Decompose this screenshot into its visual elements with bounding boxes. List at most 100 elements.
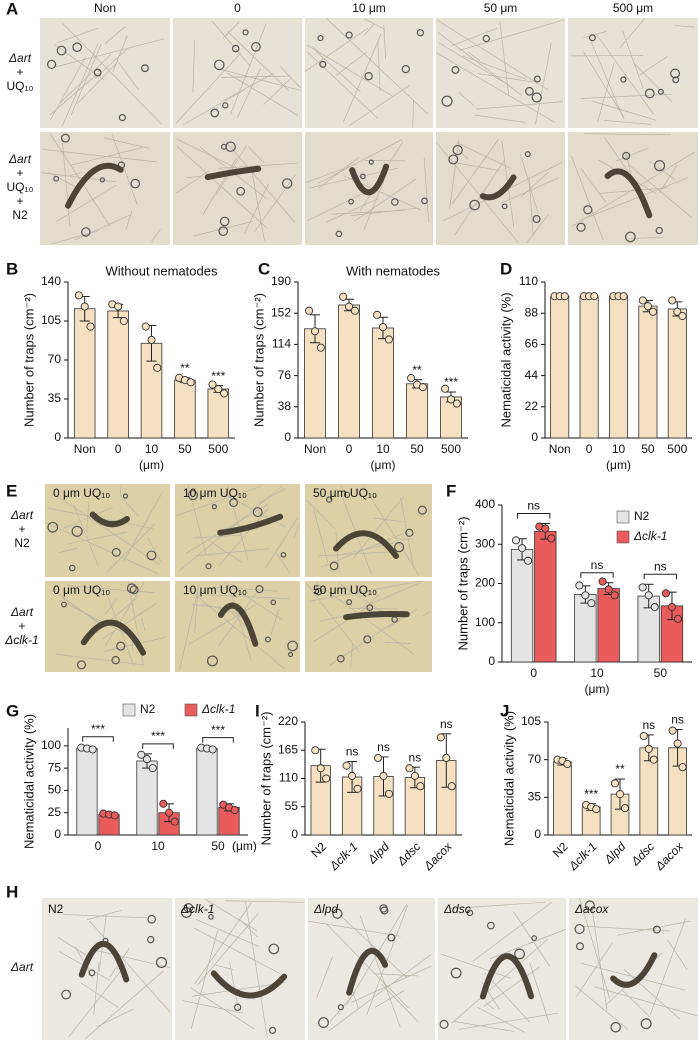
micrograph: [173, 18, 302, 128]
trap: [451, 66, 460, 74]
trap: [466, 909, 474, 917]
fiber: [436, 19, 549, 91]
fiber: [63, 914, 147, 919]
y-tick-label: 0: [284, 430, 291, 444]
data-point: [350, 306, 359, 315]
trap: [47, 521, 59, 533]
fiber: [304, 27, 369, 72]
fiber: [86, 909, 123, 921]
fiber: [61, 43, 99, 127]
fiber: [143, 519, 149, 527]
fiber: [56, 184, 117, 222]
fiber: [193, 927, 281, 975]
significance-bracket: [82, 736, 114, 742]
trap: [417, 505, 427, 515]
trap: [231, 44, 240, 53]
x-tick-label: Δacox: [652, 839, 687, 874]
y-tick-label: 0: [531, 430, 538, 444]
fiber: [112, 35, 128, 72]
fiber: [639, 56, 668, 75]
fiber: [526, 213, 550, 243]
fiber: [59, 54, 112, 104]
y-tick-label: 70: [528, 752, 542, 766]
bar: [107, 310, 129, 439]
fiber: [222, 21, 240, 39]
data-point: [86, 322, 95, 331]
fiber: [575, 985, 629, 1030]
trap: [672, 76, 680, 84]
trap: [208, 914, 214, 920]
fiber: [459, 19, 565, 51]
trap: [533, 75, 541, 83]
fiber: [223, 581, 284, 621]
data-point: [407, 374, 416, 383]
y-tick-label: 190: [271, 274, 291, 288]
fiber: [237, 68, 261, 118]
trap: [588, 34, 596, 42]
fiber: [437, 32, 523, 96]
fiber: [520, 171, 549, 198]
fiber: [454, 159, 505, 236]
trap: [280, 552, 287, 558]
fiber: [305, 499, 336, 530]
micrograph: [304, 18, 433, 128]
panel-label: H: [6, 882, 18, 901]
fiber: [193, 220, 253, 237]
significance-label: ***: [151, 729, 165, 743]
fiber: [106, 523, 156, 573]
fiber: [438, 42, 510, 86]
data-point: [384, 789, 394, 798]
fiber: [622, 30, 644, 89]
significance-label: ***: [444, 375, 458, 389]
y-axis-label: Number of traps (cm⁻²): [251, 293, 266, 427]
fiber: [194, 586, 199, 633]
legend-label: N2: [634, 509, 650, 523]
fiber: [335, 51, 368, 76]
fiber: [220, 69, 301, 91]
trap: [439, 1019, 449, 1029]
data-point: [114, 302, 123, 311]
data-point: [310, 327, 320, 336]
fiber: [580, 167, 606, 203]
row-label: UQ₁₀: [6, 79, 33, 93]
fiber: [118, 61, 139, 91]
trap: [222, 102, 229, 109]
fiber: [440, 953, 512, 979]
fiber: [229, 962, 239, 1012]
x-tick-label: 50: [178, 442, 192, 456]
significance-label: **: [180, 361, 190, 375]
trap: [366, 604, 374, 612]
trap: [180, 907, 192, 918]
significance-label: ns: [377, 740, 390, 754]
fiber: [306, 583, 361, 654]
y-axis-label: Nematicidal activity (%): [21, 714, 36, 849]
micrograph: [305, 580, 432, 672]
row-label: +: [16, 166, 23, 180]
significance-bracket: [202, 737, 234, 743]
fiber: [51, 230, 100, 245]
fiber: [649, 918, 686, 1015]
fiber: [477, 73, 534, 83]
fiber: [456, 142, 513, 170]
significance-label: ns: [642, 718, 655, 732]
panel-label: G: [6, 701, 19, 720]
fiber: [76, 62, 117, 105]
fiber: [340, 485, 349, 498]
data-point: [373, 310, 382, 319]
fiber: [185, 586, 286, 670]
fiber: [589, 38, 625, 120]
legend-swatch: [616, 510, 630, 524]
x-tick-label: Δclk-1: [565, 839, 599, 873]
fiber: [422, 610, 431, 617]
fiber: [458, 1012, 559, 1030]
fiber: [45, 522, 159, 575]
fiber: [328, 621, 395, 667]
fiber: [73, 504, 99, 567]
worm: [604, 168, 653, 219]
fiber: [225, 900, 305, 903]
fiber: [580, 93, 672, 99]
trap: [337, 1004, 344, 1011]
trap: [255, 585, 264, 594]
x-axis-label: (μm): [139, 458, 164, 472]
